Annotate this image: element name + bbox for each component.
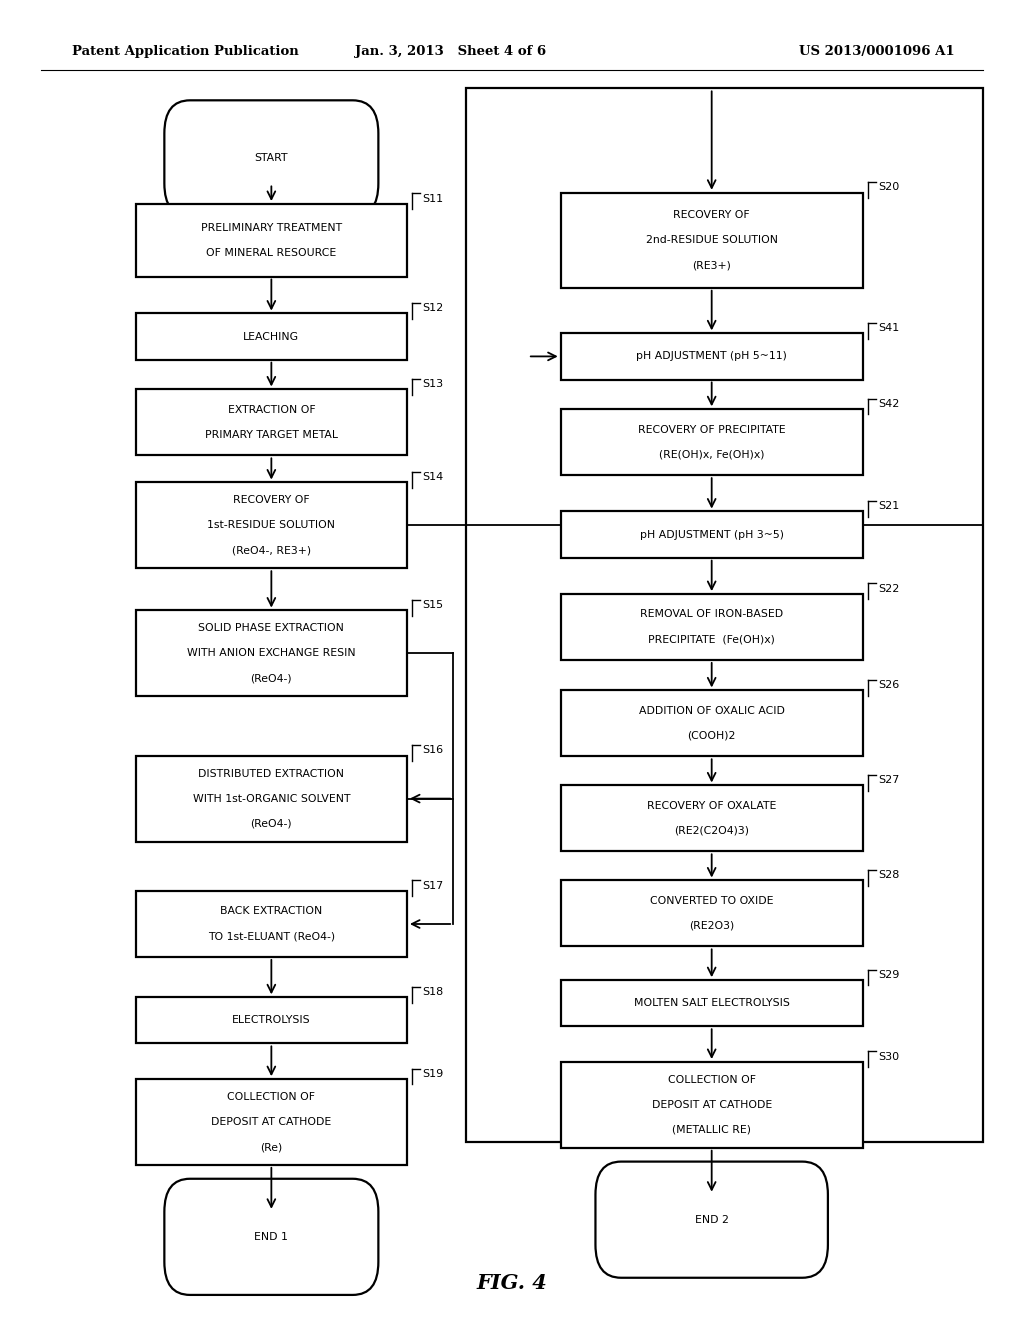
Text: COLLECTION OF: COLLECTION OF [668,1074,756,1085]
Text: 1st-RESIDUE SOLUTION: 1st-RESIDUE SOLUTION [207,520,336,531]
Text: ELECTROLYSIS: ELECTROLYSIS [232,1015,310,1026]
Text: REMOVAL OF IRON-BASED: REMOVAL OF IRON-BASED [640,610,783,619]
Text: S41: S41 [878,323,899,333]
Text: (RE2(C2O4)3): (RE2(C2O4)3) [674,826,750,836]
Text: S29: S29 [878,970,899,979]
Text: 2nd-RESIDUE SOLUTION: 2nd-RESIDUE SOLUTION [646,235,777,246]
FancyBboxPatch shape [561,193,862,288]
FancyBboxPatch shape [135,1080,408,1166]
Text: MOLTEN SALT ELECTROLYSIS: MOLTEN SALT ELECTROLYSIS [634,998,790,1008]
Text: (COOH)2: (COOH)2 [687,731,736,741]
Text: S14: S14 [423,473,443,482]
FancyBboxPatch shape [561,1061,862,1147]
Text: WITH 1st-ORGANIC SOLVENT: WITH 1st-ORGANIC SOLVENT [193,793,350,804]
FancyBboxPatch shape [135,610,408,697]
Text: CONVERTED TO OXIDE: CONVERTED TO OXIDE [650,896,773,906]
Text: S26: S26 [878,680,899,690]
Text: S28: S28 [878,870,899,880]
Text: S42: S42 [878,399,899,409]
Text: COLLECTION OF: COLLECTION OF [227,1092,315,1102]
Text: FIG. 4: FIG. 4 [476,1272,548,1294]
Text: (ReO4-, RE3+): (ReO4-, RE3+) [231,545,311,556]
Text: (ReO4-): (ReO4-) [251,818,292,829]
Text: S18: S18 [423,987,443,997]
Text: Patent Application Publication: Patent Application Publication [72,45,298,58]
Text: S19: S19 [423,1069,443,1078]
Text: US 2013/0001096 A1: US 2013/0001096 A1 [799,45,954,58]
Text: (ReO4-): (ReO4-) [251,673,292,684]
Text: DEPOSIT AT CATHODE: DEPOSIT AT CATHODE [651,1100,772,1110]
FancyBboxPatch shape [164,1179,379,1295]
Text: S11: S11 [423,194,443,203]
FancyBboxPatch shape [561,594,862,660]
Text: Jan. 3, 2013   Sheet 4 of 6: Jan. 3, 2013 Sheet 4 of 6 [355,45,546,58]
Text: S27: S27 [878,775,899,785]
Text: (Re): (Re) [260,1142,283,1152]
Text: RECOVERY OF: RECOVERY OF [674,210,750,220]
Text: DEPOSIT AT CATHODE: DEPOSIT AT CATHODE [211,1117,332,1127]
Text: S22: S22 [878,583,899,594]
Text: pH ADJUSTMENT (pH 5~11): pH ADJUSTMENT (pH 5~11) [636,351,787,362]
FancyBboxPatch shape [595,1162,827,1278]
Text: WITH ANION EXCHANGE RESIN: WITH ANION EXCHANGE RESIN [187,648,355,659]
Text: PRECIPITATE  (Fe(OH)x): PRECIPITATE (Fe(OH)x) [648,635,775,644]
Text: S21: S21 [878,502,899,511]
FancyBboxPatch shape [135,313,408,359]
Text: END 2: END 2 [694,1214,729,1225]
Text: START: START [255,153,288,164]
FancyBboxPatch shape [561,785,862,851]
FancyBboxPatch shape [135,755,408,842]
Text: LEACHING: LEACHING [244,331,299,342]
FancyBboxPatch shape [561,511,862,557]
FancyBboxPatch shape [135,998,408,1043]
FancyBboxPatch shape [164,100,379,216]
Text: RECOVERY OF: RECOVERY OF [233,495,309,506]
Text: S13: S13 [423,379,443,389]
Text: RECOVERY OF PRECIPITATE: RECOVERY OF PRECIPITATE [638,425,785,434]
FancyBboxPatch shape [561,690,862,756]
Text: S20: S20 [878,182,899,193]
FancyBboxPatch shape [561,409,862,475]
Text: S17: S17 [423,880,443,891]
FancyBboxPatch shape [135,205,408,277]
Text: EXTRACTION OF: EXTRACTION OF [227,405,315,414]
Text: S15: S15 [423,601,443,610]
Text: PRELIMINARY TREATMENT: PRELIMINARY TREATMENT [201,223,342,232]
Text: PRIMARY TARGET METAL: PRIMARY TARGET METAL [205,430,338,440]
FancyBboxPatch shape [135,891,408,957]
Text: S30: S30 [878,1052,899,1061]
Text: (RE(OH)x, Fe(OH)x): (RE(OH)x, Fe(OH)x) [658,450,765,459]
Text: RECOVERY OF OXALATE: RECOVERY OF OXALATE [647,801,776,810]
FancyBboxPatch shape [135,389,408,455]
Text: BACK EXTRACTION: BACK EXTRACTION [220,907,323,916]
FancyBboxPatch shape [561,333,862,380]
Text: (METALLIC RE): (METALLIC RE) [672,1125,752,1135]
FancyBboxPatch shape [561,880,862,946]
Text: SOLID PHASE EXTRACTION: SOLID PHASE EXTRACTION [199,623,344,634]
Text: (RE2O3): (RE2O3) [689,921,734,931]
Text: ADDITION OF OXALIC ACID: ADDITION OF OXALIC ACID [639,706,784,715]
Text: DISTRIBUTED EXTRACTION: DISTRIBUTED EXTRACTION [199,768,344,779]
Text: S12: S12 [423,304,443,313]
Text: TO 1st-ELUANT (ReO4-): TO 1st-ELUANT (ReO4-) [208,932,335,941]
Text: OF MINERAL RESOURCE: OF MINERAL RESOURCE [206,248,337,257]
FancyBboxPatch shape [135,482,408,568]
Text: S16: S16 [423,746,443,755]
Text: END 1: END 1 [254,1232,289,1242]
Text: pH ADJUSTMENT (pH 3~5): pH ADJUSTMENT (pH 3~5) [640,529,783,540]
Text: (RE3+): (RE3+) [692,260,731,271]
FancyBboxPatch shape [561,979,862,1027]
